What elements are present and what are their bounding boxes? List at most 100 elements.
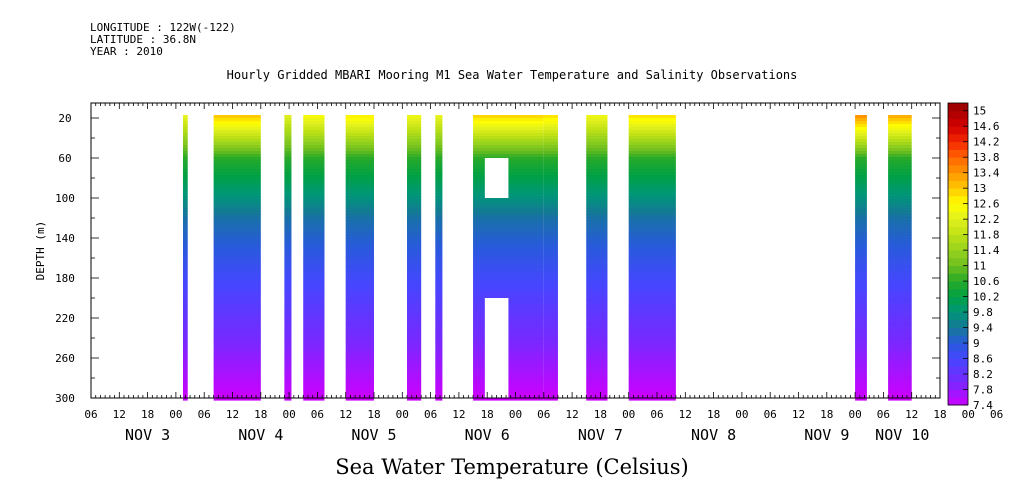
heatmap-cell [628,139,676,143]
heatmap-cell [435,223,443,227]
heatmap-cell [213,334,261,338]
heatmap-cell [855,271,867,275]
heatmap-cell [543,355,558,359]
heatmap-cell [435,169,443,173]
heatmap-cell [284,397,292,401]
heatmap-cell [303,346,325,350]
heatmap-cell [345,148,374,152]
heatmap-cell [543,364,558,368]
heatmap-cell [628,388,676,392]
heatmap-cell [586,127,608,131]
heatmap-cell [473,292,544,296]
heatmap-cell [345,298,374,302]
heatmap-cell [213,181,261,185]
heatmap-cell [303,313,325,317]
heatmap-cell [182,325,188,329]
heatmap-cell [628,391,676,395]
heatmap-cell [855,352,867,356]
heatmap-cell [473,271,544,275]
heatmap-cell [586,115,608,119]
heatmap-cell [345,262,374,266]
heatmap-cell [543,175,558,179]
heatmap-cell [888,154,912,158]
heatmap-cell [303,379,325,383]
heatmap-cell [284,244,292,248]
heatmap-cell [473,361,544,365]
heatmap-cell [345,373,374,377]
heatmap-cell [284,361,292,365]
heatmap-cell [407,169,422,173]
colorbar-swatch [948,281,968,290]
heatmap-cell [543,340,558,344]
heatmap-cell [473,205,544,209]
heatmap-cell [435,259,443,263]
heatmap-cell [543,172,558,176]
heatmap-cell [345,328,374,332]
heatmap-cell [628,121,676,125]
heatmap-cell [628,364,676,368]
heatmap-cell [345,361,374,365]
heatmap-cell [586,202,608,206]
heatmap-cell [473,199,544,203]
heatmap-cell [586,397,608,401]
x-day-label: NOV 5 [351,426,396,444]
heatmap-cell [182,265,188,269]
heatmap-cell [182,133,188,137]
heatmap-cell [303,289,325,293]
heatmap-cell [435,211,443,215]
heatmap-cell [473,367,544,371]
heatmap-cell [182,190,188,194]
heatmap-cell [435,187,443,191]
heatmap-cell [473,385,544,389]
heatmap-cell [473,202,544,206]
heatmap-cell [213,331,261,335]
data-gap [484,298,509,398]
heatmap-cell [888,208,912,212]
heatmap-cell [473,151,544,155]
heatmap-cell [407,178,422,182]
heatmap-cell [213,169,261,173]
heatmap-cell [284,394,292,398]
heatmap-cell [543,307,558,311]
heatmap-cell [628,211,676,215]
heatmap-cell [855,121,867,125]
heatmap-cell [543,157,558,161]
heatmap-cell [435,358,443,362]
heatmap-cell [586,142,608,146]
heatmap-cell [213,376,261,380]
heatmap-cell [407,322,422,326]
heatmap-cell [855,304,867,308]
heatmap-cell [473,280,544,284]
heatmap-cell [407,307,422,311]
heatmap-cell [407,157,422,161]
heatmap-cell [345,196,374,200]
heatmap-cell [855,187,867,191]
heatmap-cell [855,247,867,251]
heatmap-cell [435,271,443,275]
heatmap-cell [628,136,676,140]
heatmap-cell [303,121,325,125]
heatmap-cell [284,328,292,332]
heatmap-cell [586,358,608,362]
heatmap-cell [435,397,443,401]
heatmap-cell [435,382,443,386]
heatmap-cell [473,304,544,308]
y-tick-label: 140 [55,232,75,245]
heatmap-cell [543,325,558,329]
heatmap-cell [407,220,422,224]
heatmap-cell [543,319,558,323]
heatmap-cell [182,274,188,278]
heatmap-cell [407,310,422,314]
heatmap-cell [543,316,558,320]
heatmap-cell [182,271,188,275]
heatmap-cell [473,196,544,200]
heatmap-cell [888,352,912,356]
heatmap-cell [473,268,544,272]
heatmap-cell [473,379,544,383]
heatmap-cell [543,166,558,170]
heatmap-cell [586,121,608,125]
x-tick-label: 18 [707,408,720,421]
heatmap-cell [855,289,867,293]
heatmap-cell [473,130,544,134]
heatmap-cell [213,289,261,293]
